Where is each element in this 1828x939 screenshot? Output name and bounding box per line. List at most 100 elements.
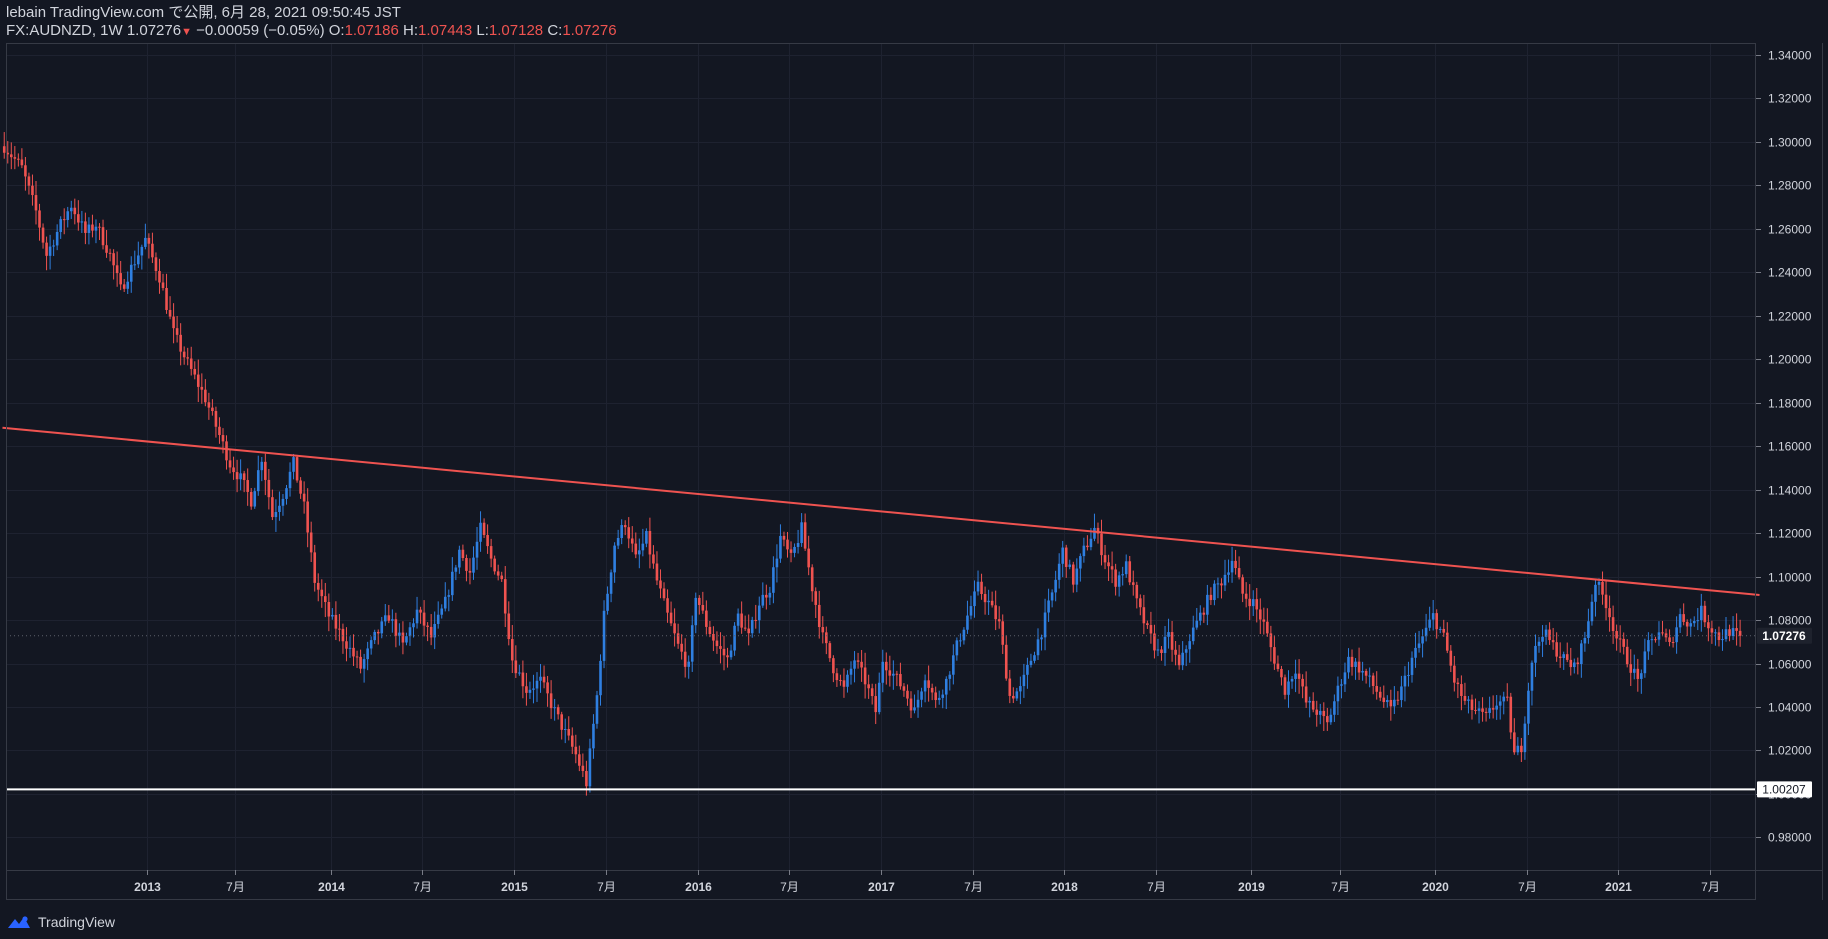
candle-body [1424, 627, 1428, 637]
candle-body [690, 625, 694, 662]
candle-body [1079, 556, 1082, 569]
price-tick-label: 1.34000 [1768, 49, 1812, 63]
candle-body [440, 608, 444, 615]
candle-body [1248, 598, 1251, 607]
candle-body [613, 545, 616, 573]
candle-body [1530, 662, 1534, 691]
candle-body [909, 698, 913, 711]
candle-body [34, 195, 38, 211]
candle-body [137, 255, 140, 265]
candle-body [228, 460, 232, 468]
candle-body [1625, 646, 1629, 665]
candle-body [814, 591, 818, 605]
candle-body [1181, 652, 1184, 666]
candle-body [983, 594, 987, 603]
candle-body [803, 522, 807, 549]
candle-body [1537, 641, 1541, 646]
price-tick-label: 1.22000 [1768, 310, 1812, 324]
candle-body [1477, 708, 1481, 711]
price-tick-label: 1.08000 [1768, 614, 1812, 628]
candle-body [500, 575, 504, 580]
candle-body [1498, 701, 1502, 706]
candle-body [451, 571, 454, 596]
candle-body [1301, 678, 1304, 687]
candle-body [1195, 620, 1199, 628]
candle-body [736, 613, 740, 626]
candle-body [73, 207, 77, 215]
candle-body [1333, 701, 1336, 715]
candle-body [1340, 684, 1343, 686]
candle-body [281, 498, 285, 506]
candle-body [750, 619, 754, 634]
candle-body [645, 531, 648, 544]
time-tick-label: 2018 [1051, 880, 1078, 894]
candle-body [934, 692, 937, 701]
candle-body [1509, 696, 1513, 733]
candle-body [849, 668, 853, 675]
candle-body [1213, 583, 1216, 601]
candle-body [1442, 628, 1446, 633]
candle-body [327, 601, 331, 617]
candle-body [1513, 732, 1516, 753]
open-label: O: [328, 22, 345, 39]
candle-body [1558, 656, 1562, 659]
footer-branding[interactable]: TradingView [6, 911, 115, 933]
candle-body [1551, 640, 1555, 643]
candle-body [9, 154, 13, 158]
time-axis[interactable]: 2013 7月 2014 7月 2015 7月 2016 7月 2017 7月 2018 7月 2019… [134, 870, 1720, 894]
candle-body [158, 271, 161, 283]
drawing-lines[interactable] [2, 426, 1760, 791]
candle-body [59, 219, 62, 232]
candle-body [729, 650, 733, 658]
candle-body [708, 626, 712, 635]
candle-body [1470, 699, 1474, 710]
open-value: 1.07186 [344, 22, 399, 39]
candle-body [535, 680, 539, 689]
chart-axes[interactable] [6, 43, 1823, 900]
candle-body [27, 176, 31, 186]
candle-body [426, 625, 429, 627]
candle-body [101, 227, 105, 246]
candle-body [1396, 699, 1400, 701]
candle-body [94, 226, 98, 231]
candle-body [1216, 583, 1220, 585]
candle-body [1643, 651, 1647, 674]
time-tick-label: 7月 [1701, 880, 1720, 894]
candle-body [1481, 708, 1484, 712]
candle-body [916, 699, 920, 708]
candle-body [768, 592, 772, 598]
candle-body [1548, 629, 1551, 641]
candle-body [1241, 577, 1244, 594]
price-axis[interactable]: 1.34000 1.32000 1.30000 1.28000 1.26000 1.240… [1756, 49, 1812, 845]
candle-body [588, 748, 592, 787]
trend-line[interactable] [2, 426, 1760, 597]
candle-body [1269, 633, 1273, 648]
candle-body [242, 473, 246, 481]
candle-body [1640, 673, 1643, 679]
candle-body [1400, 686, 1403, 701]
candle-body [239, 473, 242, 480]
candle-body [1326, 716, 1329, 723]
candle-body [1096, 527, 1100, 534]
candle-body [874, 696, 878, 713]
price-tick-label: 1.26000 [1768, 223, 1812, 237]
candle-body [1650, 639, 1654, 641]
candle-body [779, 535, 782, 559]
candle-body [334, 614, 338, 629]
candle-body [1234, 560, 1237, 569]
candle-body [1453, 665, 1456, 683]
close-label: C: [547, 22, 563, 39]
candle-body [458, 549, 461, 568]
candle-body [1491, 708, 1495, 710]
candle-body [705, 610, 708, 627]
candle-body [1043, 612, 1047, 638]
candle-body [1163, 636, 1167, 654]
candle-body [196, 374, 200, 387]
chart-header: lebain TradingView.com で公開, 6月 28, 2021 … [6, 4, 617, 41]
candle-body [1251, 599, 1255, 607]
candle-body [1604, 594, 1608, 609]
candle-body [309, 532, 313, 553]
candle-body [581, 765, 585, 771]
candle-body [902, 686, 906, 691]
